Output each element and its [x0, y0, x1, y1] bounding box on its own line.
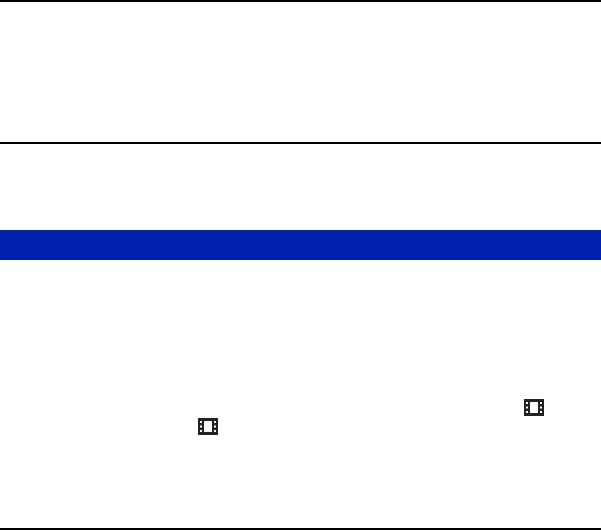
movie-film-icon — [524, 399, 544, 416]
movie-film-icon — [198, 418, 218, 435]
section-title-bar — [0, 230, 601, 260]
bottom-rule — [0, 528, 601, 530]
header-divider — [0, 142, 601, 144]
top-rule — [0, 0, 601, 2]
